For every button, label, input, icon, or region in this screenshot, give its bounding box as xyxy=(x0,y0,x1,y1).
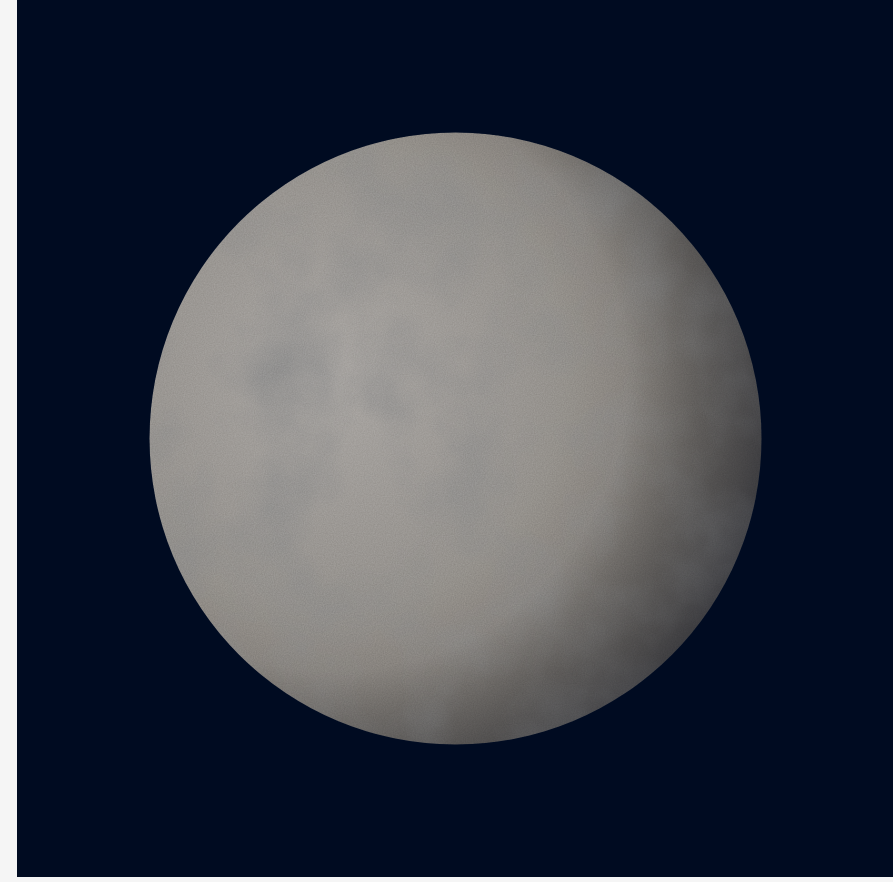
moon-scene xyxy=(149,132,762,745)
moon-limb-shadow xyxy=(149,132,762,745)
render-viewport xyxy=(17,0,893,877)
moon xyxy=(149,132,762,745)
